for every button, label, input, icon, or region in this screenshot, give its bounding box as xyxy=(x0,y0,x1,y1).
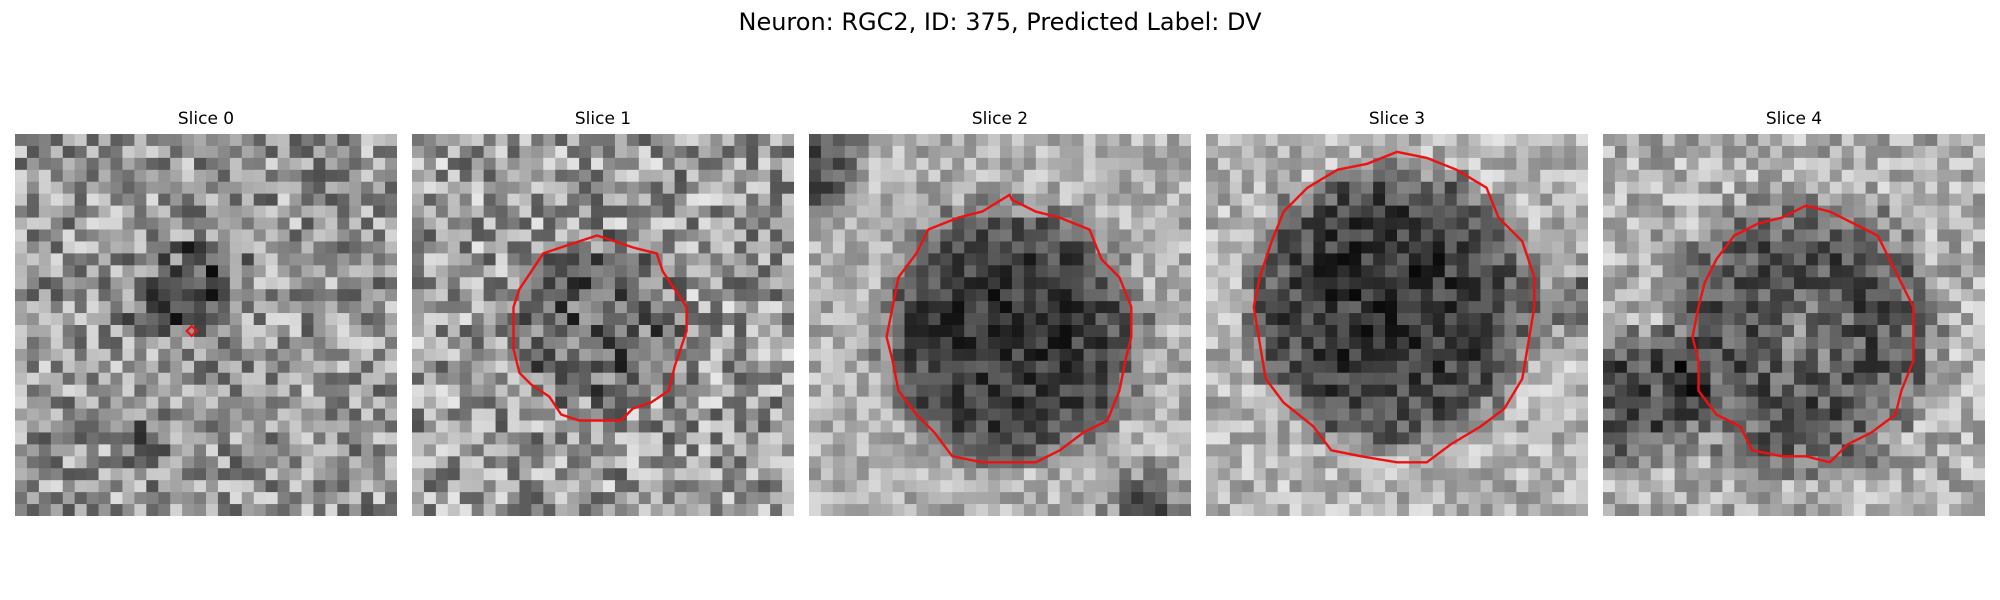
pixel-grid xyxy=(412,134,794,516)
slice-title-1: Slice 1 xyxy=(574,109,632,129)
slice-panel-4: Slice 4 xyxy=(1603,0,1985,600)
slice-title-3: Slice 3 xyxy=(1368,109,1426,129)
slice-image-2 xyxy=(809,134,1191,516)
seed-marker xyxy=(185,324,199,338)
slice-panel-1: Slice 1 xyxy=(412,0,794,600)
cell-contour xyxy=(1691,204,1915,464)
pixel-grid xyxy=(1603,134,1985,516)
slice-title-0: Slice 0 xyxy=(177,109,235,129)
pixel-grid xyxy=(809,134,1191,516)
pixel-grid xyxy=(15,134,397,516)
slice-image-4 xyxy=(1603,134,1985,516)
slice-image-0 xyxy=(15,134,397,516)
pixel-grid xyxy=(1206,134,1588,516)
slice-title-2: Slice 2 xyxy=(971,109,1029,129)
slice-panel-2: Slice 2 xyxy=(809,0,1191,600)
figure-title: Neuron: RGC2, ID: 375, Predicted Label: … xyxy=(738,8,1262,36)
cell-contour xyxy=(885,193,1133,464)
cell-contour xyxy=(1252,150,1536,464)
slice-panel-0: Slice 0 xyxy=(15,0,397,600)
cell-contour xyxy=(512,234,688,422)
slice-panel-3: Slice 3 xyxy=(1206,0,1588,600)
slice-title-4: Slice 4 xyxy=(1765,109,1823,129)
slice-image-3 xyxy=(1206,134,1588,516)
slice-image-1 xyxy=(412,134,794,516)
